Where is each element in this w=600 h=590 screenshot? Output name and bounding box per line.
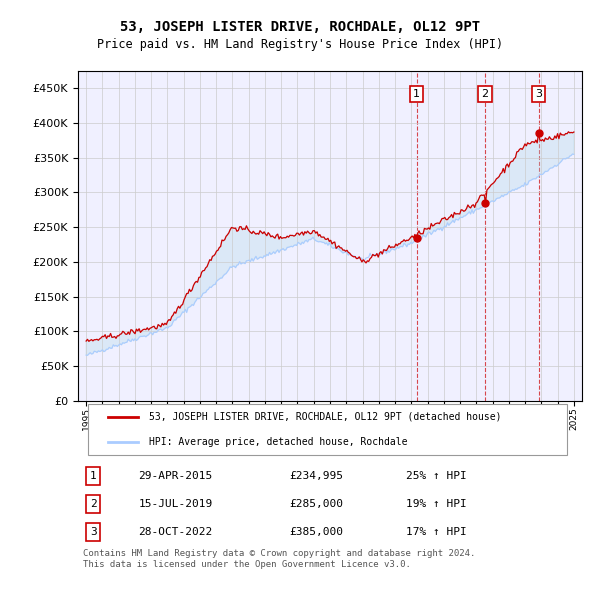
Text: 17% ↑ HPI: 17% ↑ HPI — [406, 527, 466, 537]
Text: 15-JUL-2019: 15-JUL-2019 — [139, 499, 213, 509]
Text: HPI: Average price, detached house, Rochdale: HPI: Average price, detached house, Roch… — [149, 437, 407, 447]
Text: 1: 1 — [413, 89, 420, 99]
Text: 2: 2 — [482, 89, 488, 99]
Text: 29-APR-2015: 29-APR-2015 — [139, 471, 213, 481]
Text: £234,995: £234,995 — [290, 471, 344, 481]
Text: 28-OCT-2022: 28-OCT-2022 — [139, 527, 213, 537]
Text: £385,000: £385,000 — [290, 527, 344, 537]
Text: 2: 2 — [90, 499, 97, 509]
Text: 25% ↑ HPI: 25% ↑ HPI — [406, 471, 466, 481]
Text: Contains HM Land Registry data © Crown copyright and database right 2024.
This d: Contains HM Land Registry data © Crown c… — [83, 549, 475, 569]
Text: 19% ↑ HPI: 19% ↑ HPI — [406, 499, 466, 509]
FancyBboxPatch shape — [88, 404, 567, 455]
Text: 3: 3 — [90, 527, 97, 537]
Text: 1: 1 — [90, 471, 97, 481]
Text: Price paid vs. HM Land Registry's House Price Index (HPI): Price paid vs. HM Land Registry's House … — [97, 38, 503, 51]
Text: 53, JOSEPH LISTER DRIVE, ROCHDALE, OL12 9PT (detached house): 53, JOSEPH LISTER DRIVE, ROCHDALE, OL12 … — [149, 412, 501, 422]
Text: 53, JOSEPH LISTER DRIVE, ROCHDALE, OL12 9PT: 53, JOSEPH LISTER DRIVE, ROCHDALE, OL12 … — [120, 19, 480, 34]
Text: £285,000: £285,000 — [290, 499, 344, 509]
Text: 3: 3 — [535, 89, 542, 99]
